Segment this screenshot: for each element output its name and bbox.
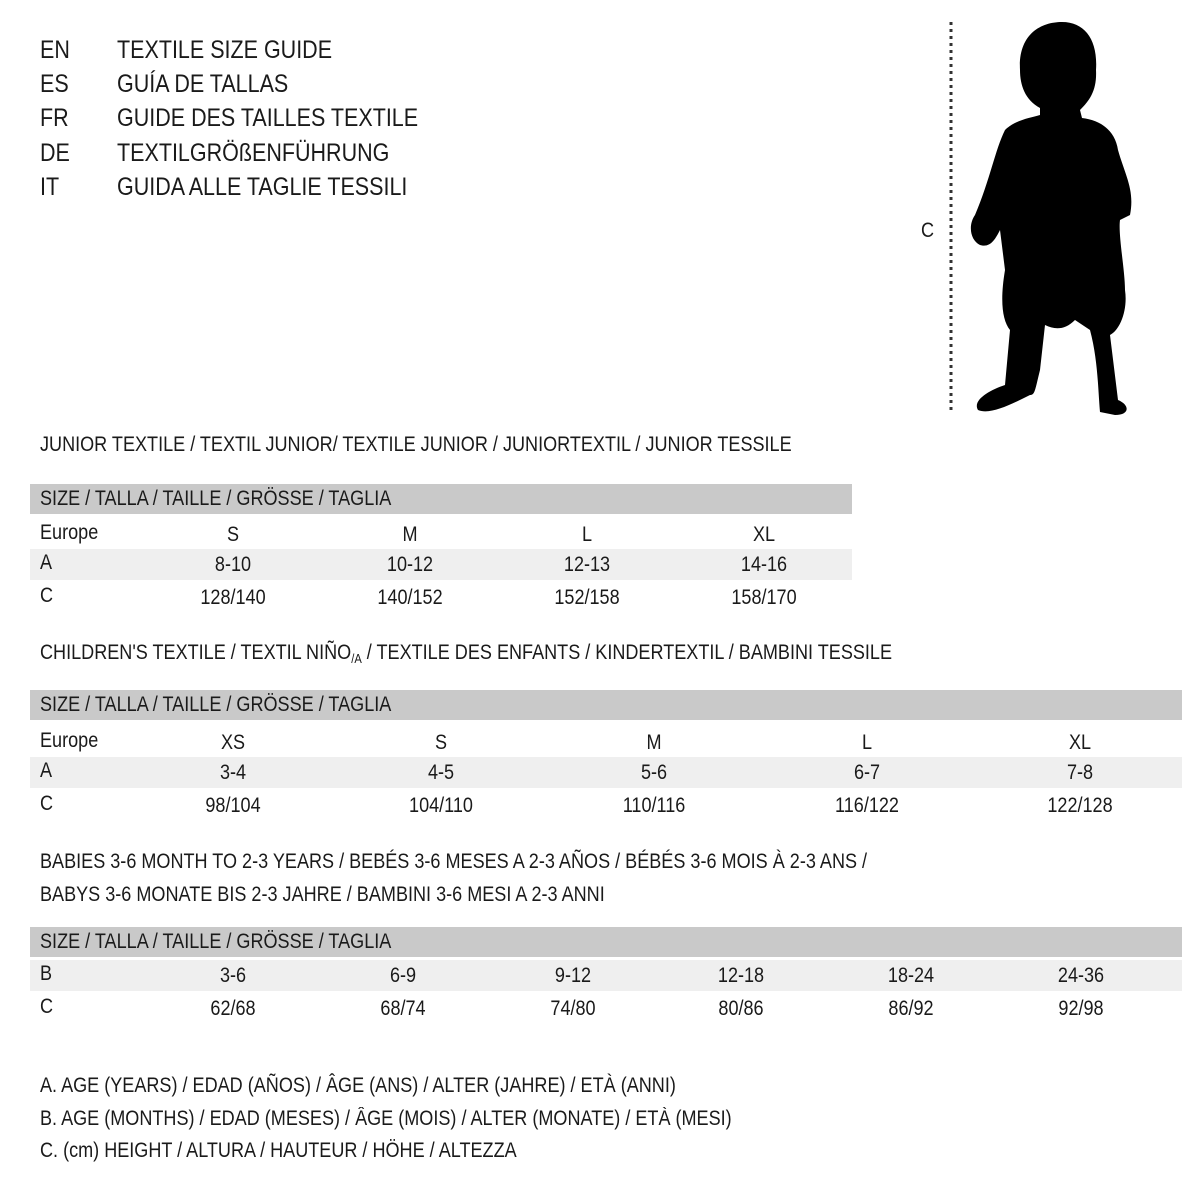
row-label: C bbox=[40, 792, 54, 815]
table-header-label: SIZE / TALLA / TAILLE / GRÖSSE / TAGLIA bbox=[40, 930, 392, 953]
table-cell: 104/110 bbox=[409, 794, 473, 817]
table-cell: 12-18 bbox=[717, 964, 765, 987]
lang-code-fr: FR bbox=[40, 104, 69, 132]
table-cell: L bbox=[581, 523, 593, 546]
row-label: C bbox=[40, 995, 54, 1018]
row-label: Europe bbox=[40, 521, 99, 544]
table-row-band bbox=[30, 757, 1182, 788]
legend-c: C. (cm) HEIGHT / ALTURA / HAUTEUR / HÖHE… bbox=[40, 1139, 517, 1162]
table-cell: 3-6 bbox=[219, 964, 247, 987]
table-cell: S bbox=[434, 731, 448, 754]
table-cell: XL bbox=[752, 523, 776, 546]
title-part: / TEXTILE DES ENFANTS / KINDERTEXTIL / B… bbox=[361, 641, 893, 664]
table-header-label: SIZE / TALLA / TAILLE / GRÖSSE / TAGLIA bbox=[40, 487, 392, 510]
table-cell: 3-4 bbox=[219, 761, 247, 784]
children-section-title: CHILDREN'S TEXTILE / TEXTIL NIÑO/A / TEX… bbox=[40, 641, 892, 671]
table-cell: 10-12 bbox=[386, 553, 434, 576]
child-silhouette bbox=[970, 22, 1132, 415]
table-cell: 6-7 bbox=[853, 761, 881, 784]
table-header-band bbox=[30, 484, 852, 514]
table-cell: 110/116 bbox=[622, 794, 686, 817]
row-label: A bbox=[40, 759, 53, 782]
table-cell: L bbox=[861, 731, 873, 754]
legend-a: A. AGE (YEARS) / EDAD (AÑOS) / ÂGE (ANS)… bbox=[40, 1074, 676, 1097]
table-cell: 158/170 bbox=[731, 586, 797, 609]
lang-title-de: TEXTILGRÖßENFÜHRUNG bbox=[117, 139, 390, 167]
table-cell: 14-16 bbox=[740, 553, 788, 576]
table-cell: 5-6 bbox=[640, 761, 668, 784]
table-header-band bbox=[30, 690, 1182, 720]
table-cell: 4-5 bbox=[427, 761, 455, 784]
table-cell: M bbox=[402, 523, 418, 546]
table-cell: 74/80 bbox=[550, 997, 596, 1020]
child-silhouette-icon bbox=[949, 22, 1132, 415]
table-header-label: SIZE / TALLA / TAILLE / GRÖSSE / TAGLIA bbox=[40, 693, 392, 716]
title-subscript: /A bbox=[351, 651, 362, 666]
table-cell: 128/140 bbox=[200, 586, 266, 609]
lang-title-fr: GUIDE DES TAILLES TEXTILE bbox=[117, 104, 419, 132]
junior-section-title: JUNIOR TEXTILE / TEXTIL JUNIOR/ TEXTILE … bbox=[40, 433, 792, 456]
table-cell: 116/122 bbox=[835, 794, 899, 817]
table-cell: 86/92 bbox=[888, 997, 934, 1020]
legend-b: B. AGE (MONTHS) / EDAD (MESES) / ÂGE (MO… bbox=[40, 1107, 732, 1130]
table-cell: 62/68 bbox=[210, 997, 256, 1020]
table-cell: 98/104 bbox=[205, 794, 261, 817]
row-label: Europe bbox=[40, 729, 99, 752]
title-part: CHILDREN'S TEXTILE / TEXTIL NIÑO bbox=[40, 641, 352, 664]
table-cell: 6-9 bbox=[389, 964, 417, 987]
lang-title-es: GUÍA DE TALLAS bbox=[117, 70, 289, 98]
table-cell: S bbox=[226, 523, 240, 546]
table-cell: 92/98 bbox=[1058, 997, 1104, 1020]
row-label: B bbox=[40, 962, 53, 985]
lang-code-de: DE bbox=[40, 139, 70, 167]
table-cell: 80/86 bbox=[718, 997, 764, 1020]
table-cell: XL bbox=[1068, 731, 1092, 754]
table-row-band bbox=[30, 960, 1182, 991]
table-cell: 24-36 bbox=[1057, 964, 1105, 987]
row-label: C bbox=[40, 584, 54, 607]
table-cell: XS bbox=[220, 731, 246, 754]
table-cell: 7-8 bbox=[1066, 761, 1094, 784]
table-row-band bbox=[30, 549, 852, 580]
table-cell: 18-24 bbox=[887, 964, 935, 987]
table-cell: 122/128 bbox=[1047, 794, 1113, 817]
table-cell: 12-13 bbox=[563, 553, 611, 576]
lang-code-es: ES bbox=[40, 70, 69, 98]
table-cell: 140/152 bbox=[377, 586, 443, 609]
table-cell: 68/74 bbox=[380, 997, 426, 1020]
table-header-band bbox=[30, 927, 1182, 957]
table-cell: 152/158 bbox=[554, 586, 620, 609]
lang-code-en: EN bbox=[40, 36, 70, 64]
lang-title-en: TEXTILE SIZE GUIDE bbox=[117, 36, 333, 64]
babies-section-title-line2: BABYS 3-6 MONATE BIS 2-3 JAHRE / BAMBINI… bbox=[40, 883, 605, 906]
table-cell: 9-12 bbox=[554, 964, 592, 987]
table-cell: M bbox=[646, 731, 662, 754]
row-label: A bbox=[40, 551, 53, 574]
table-cell: 8-10 bbox=[214, 553, 252, 576]
babies-section-title-line1: BABIES 3-6 MONTH TO 2-3 YEARS / BEBÉS 3-… bbox=[40, 850, 868, 873]
height-measure-label: C bbox=[921, 219, 935, 242]
lang-code-it: IT bbox=[40, 173, 60, 201]
lang-title-it: GUIDA ALLE TAGLIE TESSILI bbox=[117, 173, 408, 201]
